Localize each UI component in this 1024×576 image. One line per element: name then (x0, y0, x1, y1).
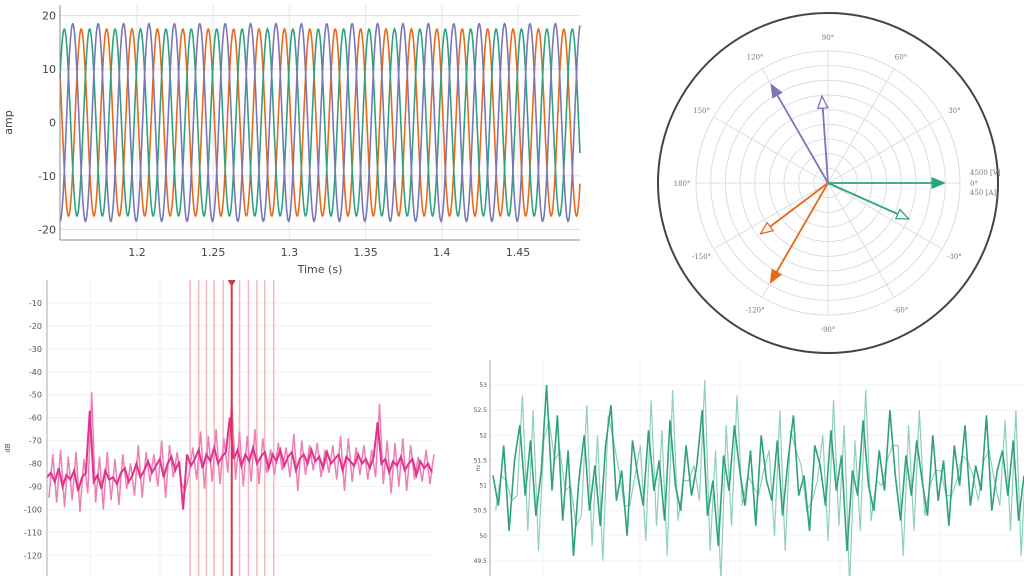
phasor-arrowhead (931, 177, 946, 189)
y-tick-label: 0 (49, 117, 56, 130)
y-tick-label: -10 (29, 299, 42, 308)
x-tick-label: 1.4 (433, 246, 451, 259)
y-tick-label: -80 (29, 460, 42, 469)
y-tick-label: 52.5 (474, 407, 488, 414)
y-tick-label: 53 (479, 382, 487, 389)
angle-label: 180° (674, 180, 691, 188)
x-tick-label: 1.45 (506, 246, 531, 259)
phasor-current-4 (821, 108, 829, 184)
x-tick-label: 1.3 (281, 246, 299, 259)
polar-spoke (827, 182, 943, 250)
phasor-arrowhead (770, 83, 783, 99)
x-axis-label: Time (s) (297, 263, 343, 276)
x-tick-label: 1.2 (128, 246, 146, 259)
y-tick-label: -20 (38, 223, 56, 236)
radial-max-current: 450 [A] (970, 189, 996, 197)
phasor-current-5 (769, 182, 829, 228)
y-tick-label: -60 (29, 414, 42, 423)
angle-label: -60° (894, 306, 909, 314)
y-tick-label: 49.5 (474, 558, 488, 565)
y-axis-label: Hz (476, 464, 482, 471)
y-tick-label: 52 (479, 432, 487, 439)
frequency-series (492, 385, 1024, 556)
angle-label: 90° (822, 34, 834, 42)
y-tick-label: -10 (38, 170, 56, 183)
phasor-current-3 (827, 182, 899, 215)
phasor-arrowhead (769, 268, 783, 284)
y-axis-label: dB (4, 443, 12, 452)
angle-label: -90° (821, 326, 836, 334)
y-tick-label: -50 (29, 391, 42, 400)
y-tick-label: 50 (479, 533, 487, 540)
phasor-arrowhead (816, 94, 829, 110)
frequency-series-shadow (495, 380, 1024, 576)
polar-spoke (827, 68, 895, 184)
spectrum-series-shadow (48, 392, 435, 512)
polar-spoke (827, 182, 895, 298)
y-tick-label: -70 (29, 437, 42, 446)
angle-label: 150° (693, 107, 710, 115)
polar-spoke (713, 116, 829, 184)
y-tick-label: -110 (24, 528, 42, 537)
y-tick-label: -100 (24, 505, 42, 514)
phasor-arrowhead (759, 221, 775, 235)
angle-label: 60° (895, 54, 907, 62)
angle-label: -150° (692, 253, 711, 261)
x-tick-label: 1.25 (201, 246, 226, 259)
waveform-series-2 (59, 22, 581, 223)
angle-label: -30° (947, 253, 962, 261)
phasor-voltage-1 (776, 94, 829, 184)
spectrum-series (46, 410, 433, 510)
fundamental-marker-handle (227, 280, 236, 287)
polar-spoke (827, 116, 943, 184)
y-tick-label: -20 (29, 322, 42, 331)
angle-label: 30° (948, 107, 960, 115)
y-tick-label: -120 (24, 551, 42, 560)
angle-label: -120° (745, 306, 764, 314)
y-tick-label: -40 (29, 368, 42, 377)
waveform-series-1 (59, 27, 581, 218)
radial-max-voltage: 4500 [V] (970, 169, 1001, 177)
y-tick-label: 51.5 (474, 457, 488, 464)
y-tick-label: 20 (42, 10, 56, 23)
phasor-voltage-2 (775, 182, 829, 273)
y-tick-label: -90 (29, 483, 42, 492)
y-tick-label: -30 (29, 345, 42, 354)
y-tick-label: 10 (42, 63, 56, 76)
angle-label: 0° (970, 180, 978, 188)
waveform-series-0 (59, 27, 581, 218)
angle-label: 120° (747, 54, 764, 62)
y-axis-label: amp (2, 110, 15, 134)
polar-spoke (713, 182, 829, 250)
y-tick-label: 50.5 (474, 508, 488, 515)
x-tick-label: 1.35 (353, 246, 378, 259)
phasor-arrowhead (894, 208, 911, 220)
y-tick-label: 51 (479, 483, 487, 490)
